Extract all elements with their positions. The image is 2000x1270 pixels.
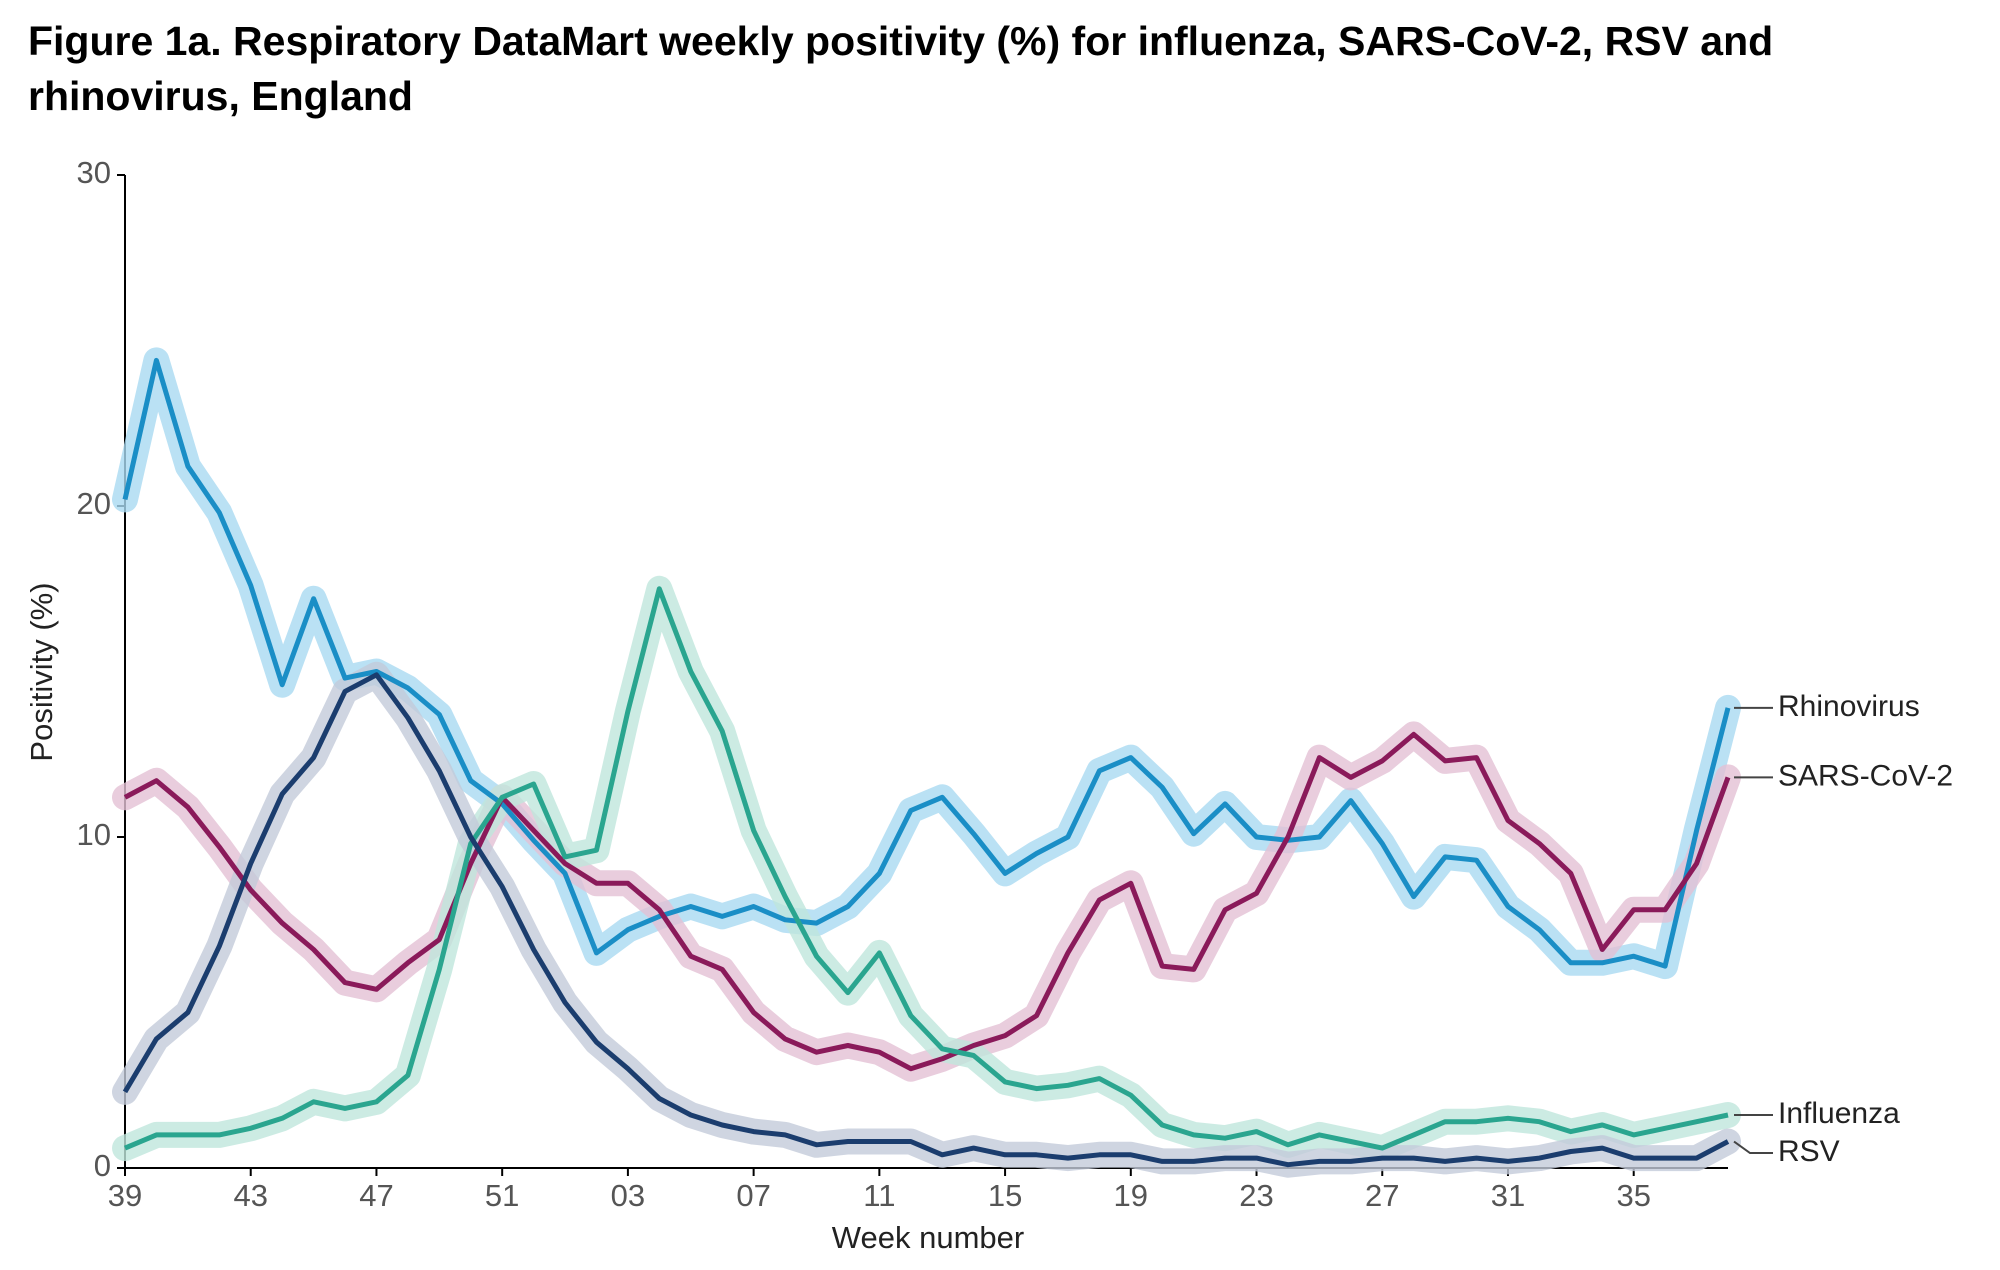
x-tick-label: 35 <box>1616 1178 1650 1213</box>
x-tick-label: 39 <box>108 1178 142 1213</box>
legend-label: Rhinovirus <box>1778 690 1920 723</box>
x-tick-label: 47 <box>359 1178 393 1213</box>
x-tick-label: 51 <box>485 1178 519 1213</box>
legend-label: RSV <box>1778 1135 1840 1168</box>
x-tick-label: 19 <box>1114 1178 1148 1213</box>
x-tick-label: 15 <box>988 1178 1022 1213</box>
x-axis-title: Week number <box>832 1220 1024 1255</box>
x-tick-label: 27 <box>1365 1178 1399 1213</box>
x-tick-label: 11 <box>863 1178 895 1213</box>
y-axis-title: Positivity (%) <box>24 582 59 761</box>
x-tick-label: 07 <box>736 1178 770 1213</box>
legend-leader <box>1733 1140 1773 1155</box>
series-line <box>122 357 1731 969</box>
y-tick-label: 0 <box>94 1148 111 1183</box>
legend-label: SARS-CoV-2 <box>1778 759 1953 792</box>
x-tick-label: 31 <box>1491 1178 1525 1213</box>
series-line <box>122 672 1730 1168</box>
x-tick-label: 23 <box>1239 1178 1273 1213</box>
chart-title: Figure 1a. Respiratory DataMart weekly p… <box>28 18 1774 119</box>
y-tick-label: 10 <box>77 817 111 852</box>
series-line <box>124 586 1729 1151</box>
x-tick-label: 03 <box>611 1178 645 1213</box>
x-tick-label: 43 <box>233 1178 267 1213</box>
legend-label: Influenza <box>1778 1097 1900 1130</box>
lines <box>122 357 1731 1168</box>
y-tick-label: 20 <box>77 486 111 521</box>
bands <box>112 347 1741 1178</box>
y-tick-label: 30 <box>77 155 111 190</box>
series-line <box>123 731 1731 1072</box>
